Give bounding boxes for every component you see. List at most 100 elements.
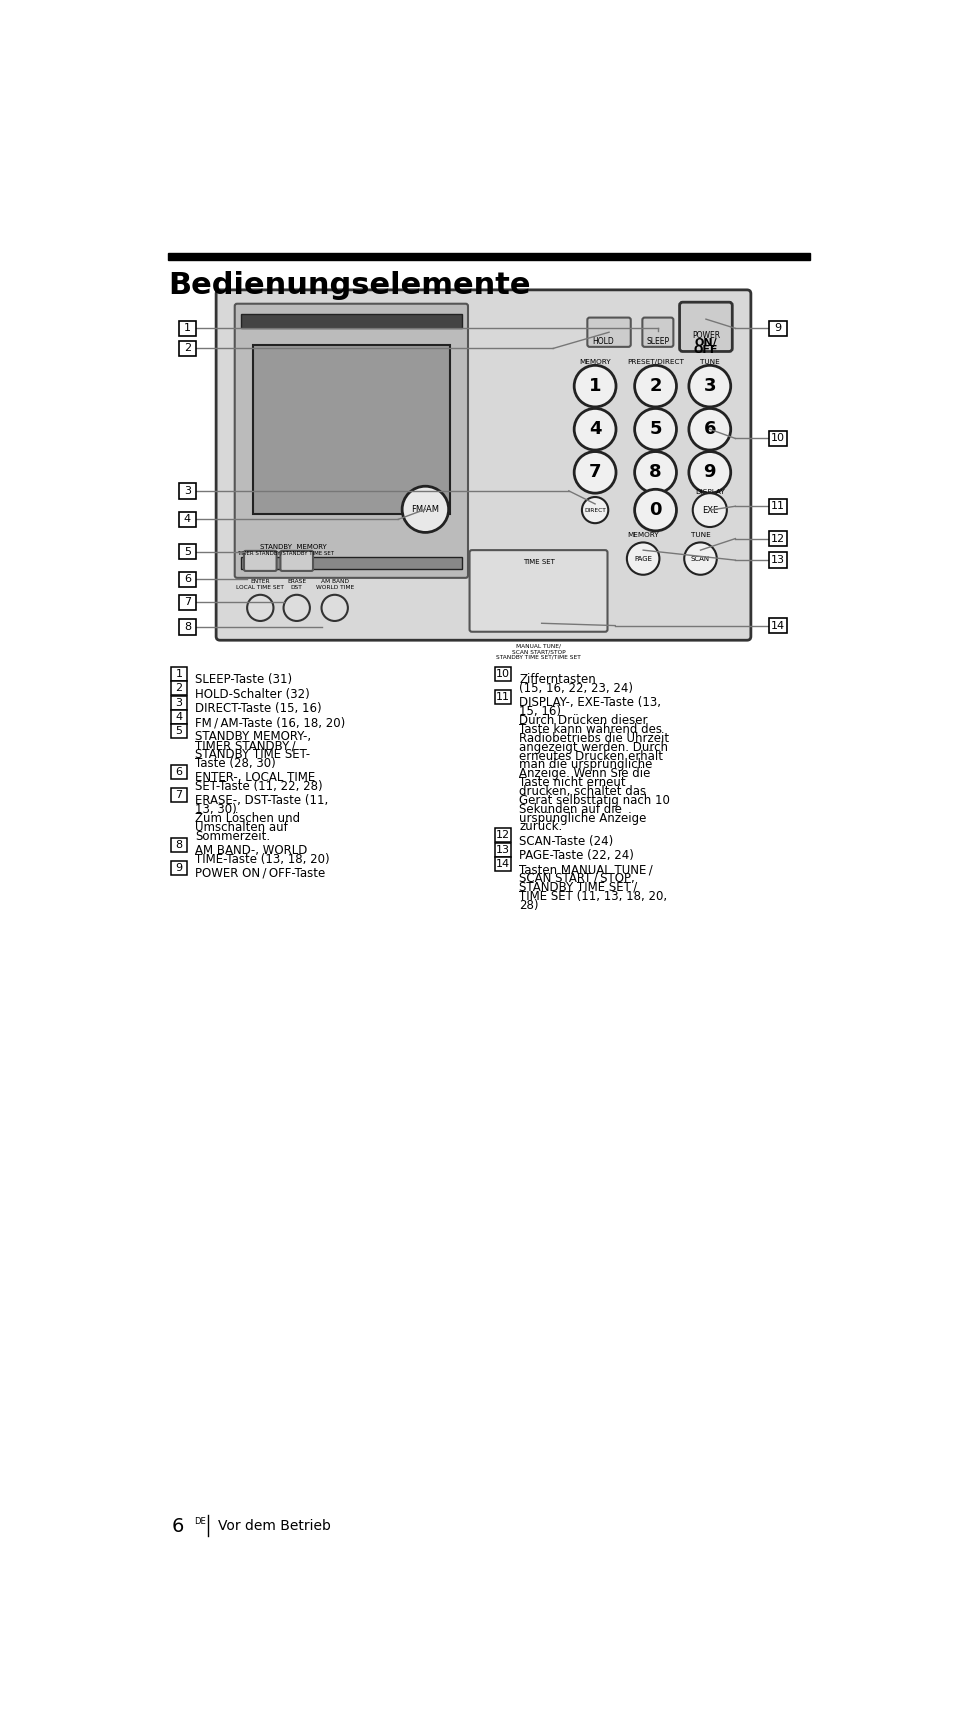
FancyBboxPatch shape <box>495 667 510 681</box>
Bar <box>241 557 461 569</box>
Text: FM / AM-Taste (16, 18, 20): FM / AM-Taste (16, 18, 20) <box>195 716 345 730</box>
Text: 7: 7 <box>175 790 182 801</box>
Text: TIMER STANDBY /: TIMER STANDBY / <box>195 740 295 752</box>
Text: TUNE: TUNE <box>700 360 719 365</box>
FancyBboxPatch shape <box>244 552 276 571</box>
FancyBboxPatch shape <box>495 842 510 856</box>
Text: POWER: POWER <box>691 330 720 339</box>
Text: ERASE-, DST-Taste (11,: ERASE-, DST-Taste (11, <box>195 794 328 807</box>
Text: TUNE: TUNE <box>690 533 710 538</box>
FancyBboxPatch shape <box>769 498 785 514</box>
Text: TIME-Taste (13, 18, 20): TIME-Taste (13, 18, 20) <box>195 852 330 866</box>
Text: STANDBY  MEMORY: STANDBY MEMORY <box>260 545 327 550</box>
Text: DISPLAY-, EXE-Taste (13,: DISPLAY-, EXE-Taste (13, <box>518 697 660 709</box>
Text: MEMORY: MEMORY <box>578 360 610 365</box>
Circle shape <box>574 408 616 450</box>
Text: Zifferntasten: Zifferntasten <box>518 673 596 686</box>
Text: 14: 14 <box>770 621 784 631</box>
Text: (15, 16, 22, 23, 24): (15, 16, 22, 23, 24) <box>518 683 633 695</box>
Text: 3: 3 <box>184 486 191 496</box>
FancyBboxPatch shape <box>769 320 785 335</box>
Text: MEMORY: MEMORY <box>627 533 659 538</box>
FancyBboxPatch shape <box>179 572 195 588</box>
FancyBboxPatch shape <box>179 482 195 498</box>
FancyBboxPatch shape <box>171 667 187 681</box>
Circle shape <box>247 595 274 621</box>
Text: DIRECT-Taste (15, 16): DIRECT-Taste (15, 16) <box>195 702 321 714</box>
Text: drücken, schaltet das: drücken, schaltet das <box>518 785 645 799</box>
FancyBboxPatch shape <box>171 724 187 738</box>
Text: erneutes Drücken erhält: erneutes Drücken erhält <box>518 750 662 762</box>
Text: Vor dem Betrieb: Vor dem Betrieb <box>218 1520 331 1534</box>
Bar <box>241 313 461 327</box>
Text: 13: 13 <box>770 555 784 565</box>
Text: TIME SET (11, 13, 18, 20,: TIME SET (11, 13, 18, 20, <box>518 890 666 903</box>
FancyBboxPatch shape <box>769 553 785 567</box>
FancyBboxPatch shape <box>679 303 732 351</box>
FancyBboxPatch shape <box>769 531 785 546</box>
Text: 6: 6 <box>184 574 191 584</box>
FancyBboxPatch shape <box>171 764 187 778</box>
Circle shape <box>634 408 676 450</box>
Text: Anzeige. Wenn Sie die: Anzeige. Wenn Sie die <box>518 768 650 780</box>
Text: Sekunden auf die: Sekunden auf die <box>518 802 621 816</box>
Text: HOLD: HOLD <box>592 337 613 346</box>
Circle shape <box>634 489 676 531</box>
Circle shape <box>634 451 676 493</box>
Text: 7: 7 <box>184 598 191 607</box>
Text: Taste kann während des: Taste kann während des <box>518 723 661 737</box>
Text: STANDBY TIME SET /: STANDBY TIME SET / <box>518 880 637 894</box>
Text: 8: 8 <box>649 463 661 481</box>
FancyBboxPatch shape <box>234 304 468 577</box>
Text: 5: 5 <box>649 420 661 437</box>
Text: 8: 8 <box>175 840 182 849</box>
Text: 6: 6 <box>172 1516 184 1535</box>
Text: 14: 14 <box>496 859 510 870</box>
FancyBboxPatch shape <box>495 858 510 871</box>
Circle shape <box>626 543 659 574</box>
Text: FM/AM: FM/AM <box>411 505 439 514</box>
FancyBboxPatch shape <box>641 318 673 348</box>
Text: SET-Taste (11, 22, 28): SET-Taste (11, 22, 28) <box>195 780 322 794</box>
Text: 5: 5 <box>184 546 191 557</box>
Text: ON/: ON/ <box>694 337 717 348</box>
Circle shape <box>683 543 716 574</box>
Text: Durch Drücken dieser: Durch Drücken dieser <box>518 714 647 728</box>
Text: 4: 4 <box>184 514 191 524</box>
Text: 6: 6 <box>175 768 182 776</box>
Text: AM BAND-, WORLD: AM BAND-, WORLD <box>195 844 307 858</box>
Text: ENTER
LOCAL TIME SET: ENTER LOCAL TIME SET <box>236 579 284 590</box>
Text: DIRECT: DIRECT <box>583 508 605 512</box>
Circle shape <box>688 408 730 450</box>
Text: 15, 16): 15, 16) <box>518 705 560 718</box>
Text: MANUAL TUNE/
SCAN START/STOP
STANDBY TIME SET/TIME SET: MANUAL TUNE/ SCAN START/STOP STANDBY TIM… <box>496 643 580 660</box>
Text: 11: 11 <box>770 501 784 512</box>
Text: 2: 2 <box>175 683 182 693</box>
Bar <box>253 344 450 514</box>
Text: 13, 30): 13, 30) <box>195 802 236 816</box>
FancyBboxPatch shape <box>171 695 187 709</box>
FancyBboxPatch shape <box>179 341 195 356</box>
Text: 3: 3 <box>175 697 182 707</box>
Text: ERASE
DST: ERASE DST <box>287 579 306 590</box>
FancyBboxPatch shape <box>171 839 187 852</box>
FancyBboxPatch shape <box>769 617 785 633</box>
Text: 13: 13 <box>496 845 509 854</box>
Text: Bedienungselemente: Bedienungselemente <box>168 271 530 299</box>
Circle shape <box>283 595 310 621</box>
Text: PAGE-Taste (22, 24): PAGE-Taste (22, 24) <box>518 849 634 861</box>
Text: 4: 4 <box>588 420 600 437</box>
Text: urspüngliche Anzeige: urspüngliche Anzeige <box>518 811 646 825</box>
Circle shape <box>688 365 730 406</box>
Text: 1: 1 <box>588 377 600 396</box>
Text: SCAN: SCAN <box>690 555 709 562</box>
Text: AM BAND
WORLD TIME: AM BAND WORLD TIME <box>315 579 354 590</box>
FancyBboxPatch shape <box>171 711 187 724</box>
Circle shape <box>402 486 448 533</box>
FancyBboxPatch shape <box>179 545 195 560</box>
FancyBboxPatch shape <box>179 595 195 610</box>
Text: Tasten MANUAL TUNE /: Tasten MANUAL TUNE / <box>518 863 652 877</box>
Text: PAGE: PAGE <box>634 555 652 562</box>
Text: zurück.: zurück. <box>518 820 562 833</box>
Text: 1: 1 <box>175 669 182 679</box>
